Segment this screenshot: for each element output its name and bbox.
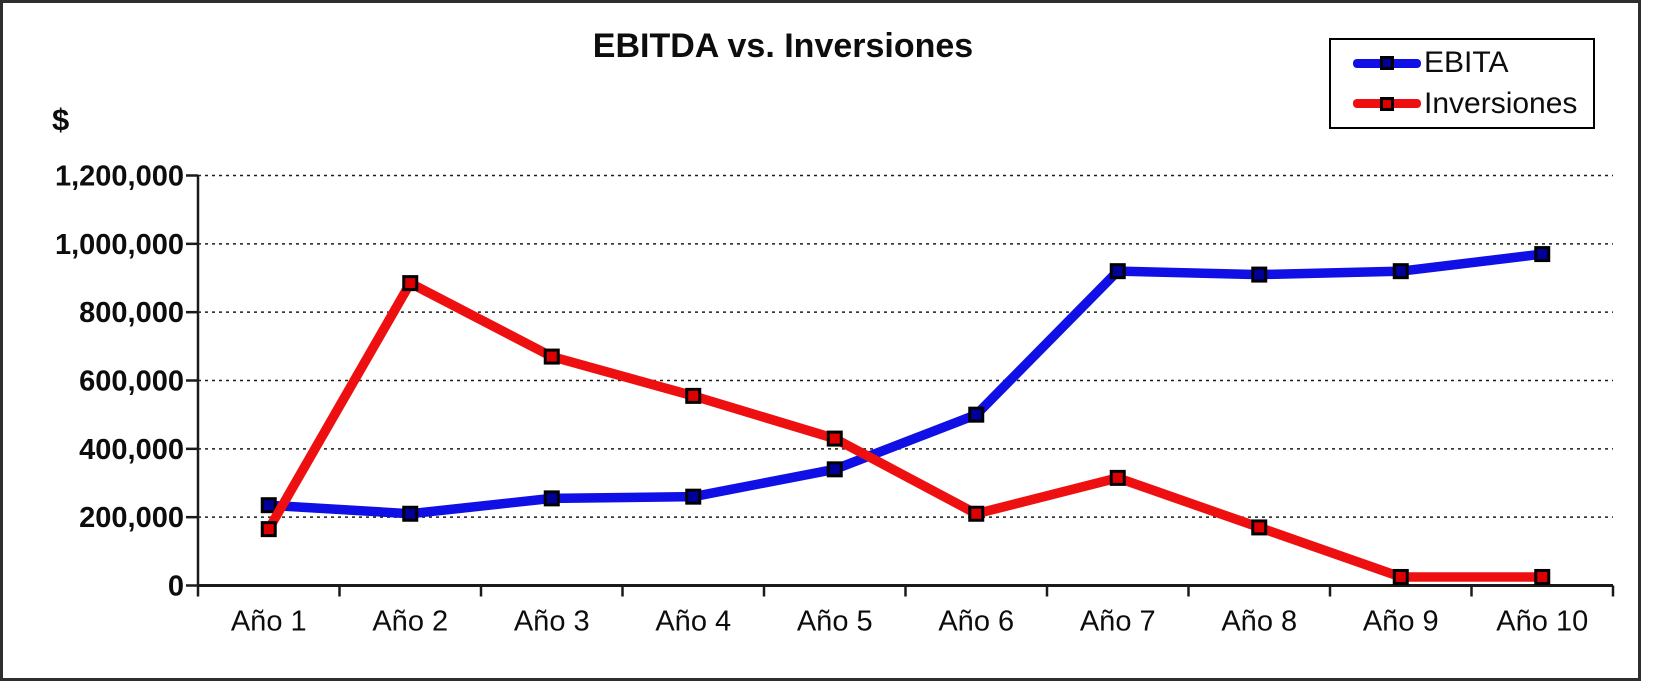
x-axis-tick-label: Año 3	[514, 606, 590, 638]
x-axis-tick-label: Año 8	[1221, 606, 1297, 638]
data-point-marker	[685, 488, 702, 505]
data-point-marker	[685, 387, 702, 404]
data-point-marker	[826, 430, 843, 447]
y-axis-tick-label: 200,000	[79, 502, 184, 534]
data-point-marker	[260, 521, 277, 538]
data-point-marker	[260, 497, 277, 514]
legend-marker	[1380, 56, 1394, 71]
x-axis-tick-label: Año 7	[1080, 606, 1156, 638]
legend: EBITA Inversiones	[1329, 38, 1595, 129]
data-point-marker	[402, 505, 419, 522]
series-line-ebita	[264, 249, 1547, 519]
series-line-inversiones	[264, 278, 1547, 582]
data-point-marker	[1392, 263, 1409, 280]
y-axis-unit-label: $	[52, 102, 70, 137]
y-axis-tick-label: 600,000	[79, 366, 184, 398]
data-point-marker	[968, 505, 985, 522]
x-axis-tick-label: Año 4	[655, 606, 731, 638]
x-axis-tick-label: Año 10	[1496, 606, 1588, 638]
x-axis-tick-label: Año 6	[938, 606, 1014, 638]
legend-label: EBITA	[1424, 46, 1509, 80]
data-point-marker	[1392, 568, 1409, 585]
data-point-marker	[1251, 519, 1268, 536]
legend-marker	[1380, 96, 1394, 111]
y-axis-tick-label: 400,000	[79, 434, 184, 466]
y-axis-tick-label: 0	[168, 571, 184, 603]
data-point-marker	[1109, 469, 1126, 486]
y-axis-tick-label: 1,000,000	[55, 229, 184, 261]
data-point-marker	[1109, 263, 1126, 280]
legend-line-sample	[1353, 96, 1421, 111]
data-point-marker	[543, 490, 560, 507]
data-point-marker	[968, 406, 985, 423]
y-axis-tick-label: 800,000	[79, 297, 184, 329]
data-point-marker	[826, 461, 843, 478]
data-point-marker	[1534, 246, 1551, 263]
x-axis-tick-label: Año 9	[1363, 606, 1439, 638]
data-point-marker	[402, 275, 419, 292]
y-axis-tick-label: 1,200,000	[55, 161, 184, 193]
data-point-marker	[1251, 266, 1268, 283]
x-axis-tick-label: Año 2	[372, 606, 448, 638]
legend-item-inversiones: Inversiones	[1353, 87, 1593, 121]
x-axis-tick-label: Año 5	[797, 606, 873, 638]
chart-title: EBITDA vs. Inversiones	[592, 27, 974, 65]
data-point-marker	[1534, 568, 1551, 585]
data-point-marker	[543, 348, 560, 365]
x-axis-tick-label: Año 1	[231, 606, 307, 638]
legend-item-ebita: EBITA	[1353, 46, 1593, 80]
legend-line-sample	[1353, 56, 1421, 71]
legend-label: Inversiones	[1424, 86, 1578, 120]
